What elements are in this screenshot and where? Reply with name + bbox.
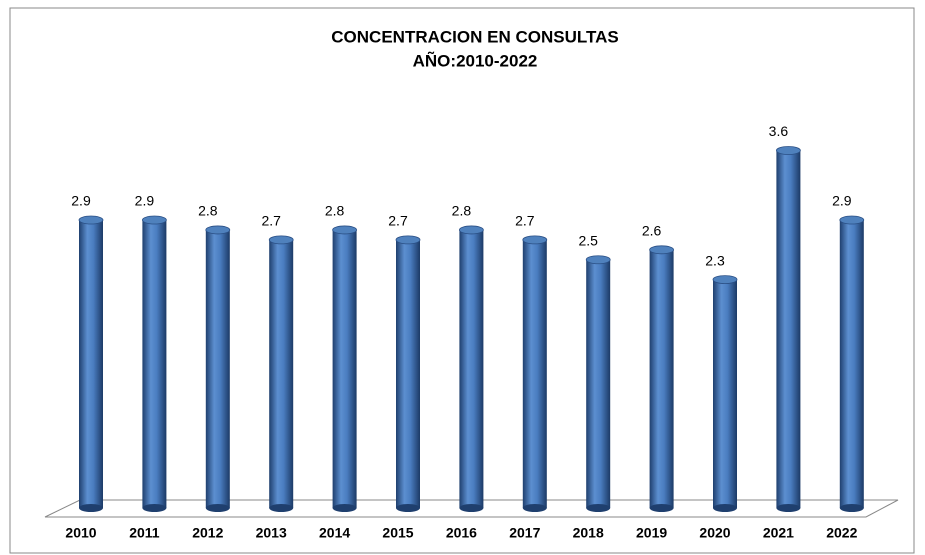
bar (776, 146, 801, 512)
value-label: 2.7 (515, 213, 535, 229)
bar-top (141, 215, 167, 225)
bar-body (522, 239, 547, 508)
bar (522, 235, 548, 512)
bar (839, 215, 865, 512)
bar-bottom (142, 504, 167, 512)
bar-top (585, 255, 611, 265)
value-label: 2.7 (388, 213, 408, 229)
bar-body (586, 259, 611, 508)
bar-bottom (839, 504, 864, 512)
chart-title: CONCENTRACION EN CONSULTAS (331, 27, 618, 46)
bar-top (458, 225, 484, 235)
bar (78, 215, 104, 512)
bar-top (332, 225, 358, 235)
bar (649, 245, 674, 512)
x-tick-label: 2015 (382, 525, 413, 541)
value-label: 2.3 (705, 252, 725, 268)
x-tick-label: 2019 (636, 525, 667, 541)
bar-top (776, 146, 801, 155)
bar-body (459, 229, 484, 508)
bar-top (268, 235, 294, 245)
value-label: 2.9 (832, 193, 852, 209)
value-label: 3.6 (769, 123, 789, 139)
value-label: 2.5 (578, 232, 598, 248)
bar (141, 215, 167, 512)
bar (268, 235, 294, 512)
bar (205, 225, 231, 512)
bar-top (649, 245, 674, 255)
bar-top (78, 215, 104, 225)
chart-subtitle: AÑO:2010-2022 (413, 50, 538, 70)
bar-body (332, 229, 357, 508)
bar-body (776, 150, 801, 508)
bar-bottom (649, 504, 674, 512)
x-tick-label: 2017 (509, 525, 540, 541)
x-tick-label: 2022 (826, 525, 857, 541)
x-tick-label: 2012 (192, 525, 223, 541)
x-tick-label: 2018 (573, 525, 604, 541)
bar-bottom (396, 504, 420, 512)
value-label: 2.6 (642, 223, 662, 239)
value-label: 2.8 (452, 203, 472, 219)
bar (585, 255, 611, 512)
value-label: 2.8 (325, 203, 345, 219)
bar-body (142, 220, 167, 508)
bar (712, 275, 738, 512)
x-tick-label: 2020 (699, 525, 730, 541)
bar-body (205, 229, 230, 508)
bar-bottom (205, 504, 230, 512)
bar-top (395, 235, 421, 245)
bar-top (205, 225, 231, 235)
bar-top (712, 275, 738, 285)
bar-top (522, 235, 548, 245)
bar-body (396, 239, 420, 508)
bar-body (649, 249, 674, 508)
value-label: 2.9 (71, 193, 91, 209)
bar (395, 235, 421, 512)
x-tick-label: 2016 (446, 525, 477, 541)
bar-bottom (522, 504, 547, 512)
bar-bottom (79, 504, 103, 512)
bar-body (269, 239, 294, 508)
bar-bottom (713, 504, 737, 512)
x-tick-label: 2014 (319, 525, 350, 541)
bar-bottom (459, 504, 484, 512)
chart-border (9, 7, 915, 554)
bar-body (839, 220, 864, 508)
value-label: 2.8 (198, 203, 218, 219)
bar-body (713, 279, 737, 508)
bar-bottom (332, 504, 357, 512)
bar-body (79, 220, 103, 508)
value-label: 2.9 (135, 193, 155, 209)
bar (332, 225, 358, 512)
x-tick-label: 2013 (256, 525, 287, 541)
x-tick-label: 2011 (129, 525, 160, 541)
bar-bottom (586, 504, 611, 512)
x-tick-label: 2010 (65, 525, 96, 541)
bar (458, 225, 484, 512)
bar-top (839, 215, 865, 225)
bar-bottom (269, 504, 294, 512)
value-label: 2.7 (261, 213, 281, 229)
bar-bottom (776, 504, 801, 512)
x-tick-label: 2021 (763, 525, 794, 541)
